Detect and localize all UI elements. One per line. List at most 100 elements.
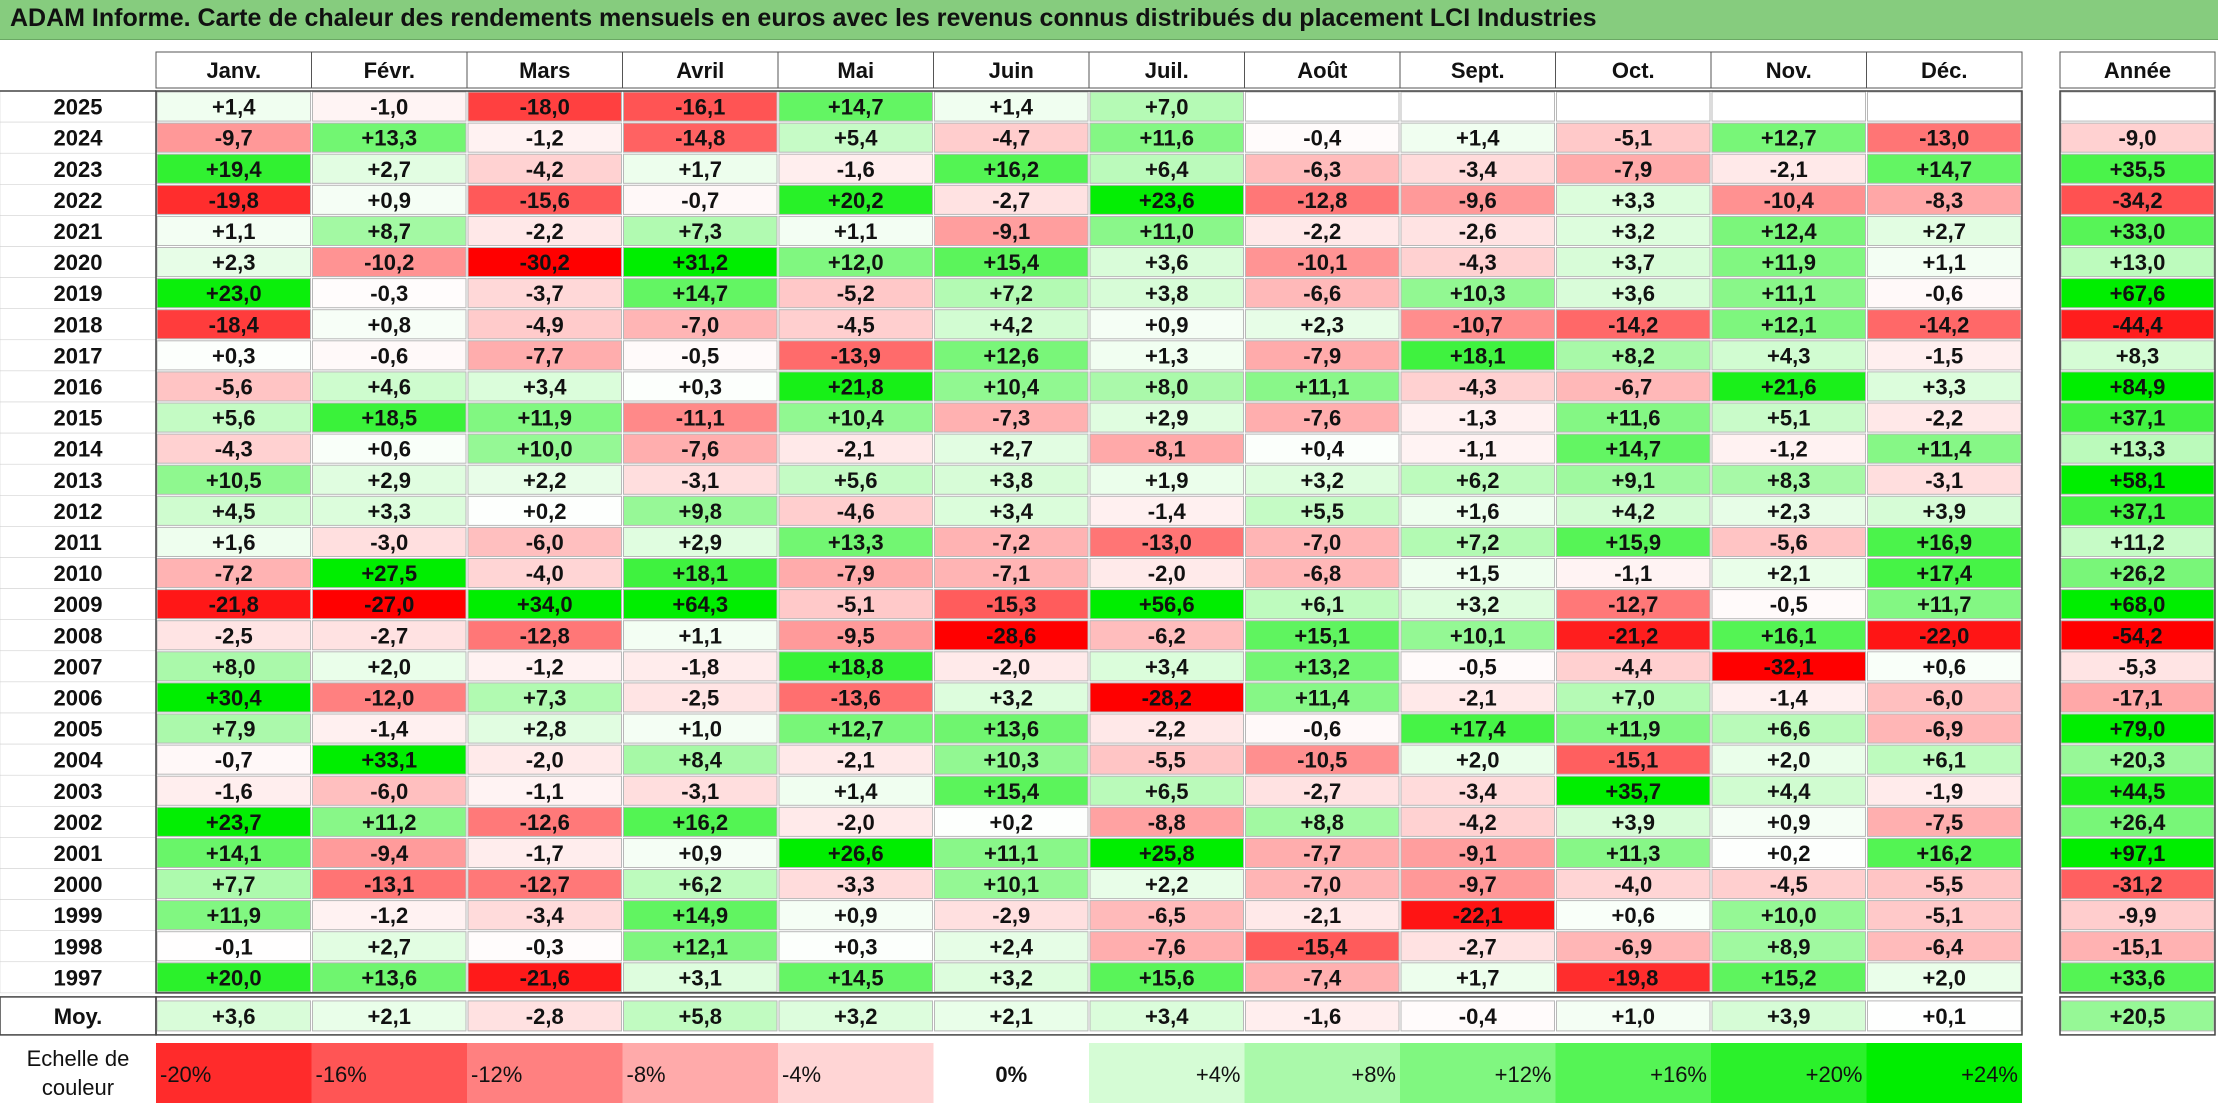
row-label-2019: 2019: [54, 281, 103, 306]
heatmap-cell: [778, 651, 933, 682]
heatmap-cell: [312, 433, 467, 464]
heatmap-cell: [934, 122, 1089, 153]
heatmap-cell: [156, 744, 311, 775]
scale-swatch: [156, 1043, 312, 1103]
heatmap-cell: [778, 309, 933, 340]
cell-value: +15,1: [1294, 623, 1350, 648]
cell-value: +12,4: [1761, 219, 1817, 244]
year-total-value: -15,1: [2112, 934, 2162, 959]
heatmap-cell: [1556, 682, 1711, 713]
heatmap-cell: [1711, 464, 1866, 495]
cell-value: +1,3: [1145, 343, 1188, 368]
cell-value: +27,5: [361, 561, 417, 586]
heatmap-cell: [156, 91, 311, 122]
cell-value: -0,4: [1303, 126, 1342, 151]
heatmap-cell: [156, 309, 311, 340]
column-header-cell: [1710, 51, 1867, 89]
heatmap-cell: [1711, 837, 1866, 869]
heatmap-cell: [312, 153, 467, 184]
cell-value: -7,2: [215, 561, 253, 586]
cell-value: +2,2: [523, 468, 566, 493]
column-header-1: Févr.: [364, 58, 415, 83]
cell-value: -6,6: [1303, 281, 1341, 306]
cell-value: +12,0: [828, 250, 884, 275]
cell-value: -27,0: [364, 592, 414, 617]
cell-value: +7,7: [212, 872, 255, 897]
heatmap-cell: [623, 931, 778, 962]
heatmap-cell: [1245, 682, 1400, 713]
cell-value: +12,1: [1761, 312, 1817, 337]
cell-value: +2,0: [368, 654, 411, 679]
cell-value: +2,9: [368, 468, 411, 493]
heatmap-cell: [1867, 153, 2022, 184]
row-label-2007: 2007: [54, 654, 103, 679]
heatmap-cell: [1556, 184, 1711, 215]
year-total-value: +37,1: [2110, 406, 2166, 431]
heatmap-cell: [934, 526, 1089, 558]
cell-value: +7,3: [679, 219, 722, 244]
row-label-cell: [0, 121, 157, 154]
heatmap-cell: [623, 433, 778, 464]
heatmap-cell: [934, 713, 1089, 744]
heatmap-cell: [1245, 962, 1400, 993]
scale-label: +4%: [1196, 1062, 1241, 1087]
cell-value: +12,7: [1761, 126, 1817, 151]
cell-value: -9,6: [1459, 188, 1497, 213]
heatmap-cell: [1245, 247, 1400, 278]
year-total-value: +33,0: [2110, 219, 2166, 244]
cell-value: +2,0: [1923, 965, 1966, 990]
heatmap-cell: [1400, 371, 1555, 402]
heatmap-cell: [156, 962, 311, 993]
scale-label: +16%: [1650, 1062, 1707, 1087]
cell-value: -5,6: [215, 374, 253, 399]
cell-value: -9,5: [837, 623, 875, 648]
heatmap-cell: [934, 869, 1089, 900]
cell-value: +3,2: [990, 965, 1033, 990]
scale-swatch: [1400, 1043, 1556, 1103]
heatmap-cell: [467, 247, 622, 278]
heatmap-cell: [1867, 495, 2022, 526]
cell-value: -1,8: [681, 654, 719, 679]
cell-value: +11,9: [1606, 717, 1660, 742]
heatmap-cell: [1089, 402, 1244, 433]
cell-value: -28,2: [1142, 685, 1192, 710]
cell-value: -5,1: [1614, 126, 1652, 151]
heatmap-cell: [934, 184, 1089, 215]
cell-value: -4,3: [215, 437, 253, 462]
cell-value: +2,7: [990, 437, 1033, 462]
cell-value: +6,1: [1923, 748, 1966, 773]
year-total-cell: [2060, 744, 2215, 775]
cell-value: +10,5: [206, 468, 262, 493]
scale-label: -12%: [471, 1062, 522, 1087]
heatmap-cell: [778, 558, 933, 589]
cell-value: +5,1: [1767, 406, 1810, 431]
cell-value: -6,4: [1925, 934, 1964, 959]
cell-value: +2,7: [1923, 219, 1966, 244]
cell-value: +3,2: [1612, 219, 1655, 244]
heatmap-cell: [934, 309, 1089, 340]
heatmap-cell: [1400, 526, 1555, 558]
cell-value: -2,7: [992, 188, 1030, 213]
heatmap-cell: [312, 371, 467, 402]
heatmap-cell: [778, 682, 933, 713]
cell-value: +8,9: [1767, 934, 1810, 959]
heatmap-cell: [1089, 309, 1244, 340]
heatmap-cell: [312, 402, 467, 433]
heatmap-cell: [934, 433, 1089, 464]
cell-value: -13,9: [831, 343, 881, 368]
column-header-cell: [1866, 51, 2023, 89]
scale-swatch: [1866, 1043, 2022, 1103]
heatmap-cell: [156, 589, 311, 620]
row-label-2018: 2018: [54, 312, 103, 337]
cell-value: -1,2: [526, 126, 564, 151]
cell-value: -2,1: [837, 437, 875, 462]
cell-value: +14,9: [672, 903, 728, 928]
year-total-cell: [2060, 775, 2215, 806]
heatmap-cell: [1089, 682, 1244, 713]
heatmap-cell: [1400, 806, 1555, 837]
heatmap-cell: [1556, 464, 1711, 495]
scale-label: -20%: [160, 1062, 211, 1087]
cell-value: +1,4: [212, 95, 256, 120]
heatmap-cell: [312, 495, 467, 526]
heatmap-cell: [1867, 278, 2022, 309]
